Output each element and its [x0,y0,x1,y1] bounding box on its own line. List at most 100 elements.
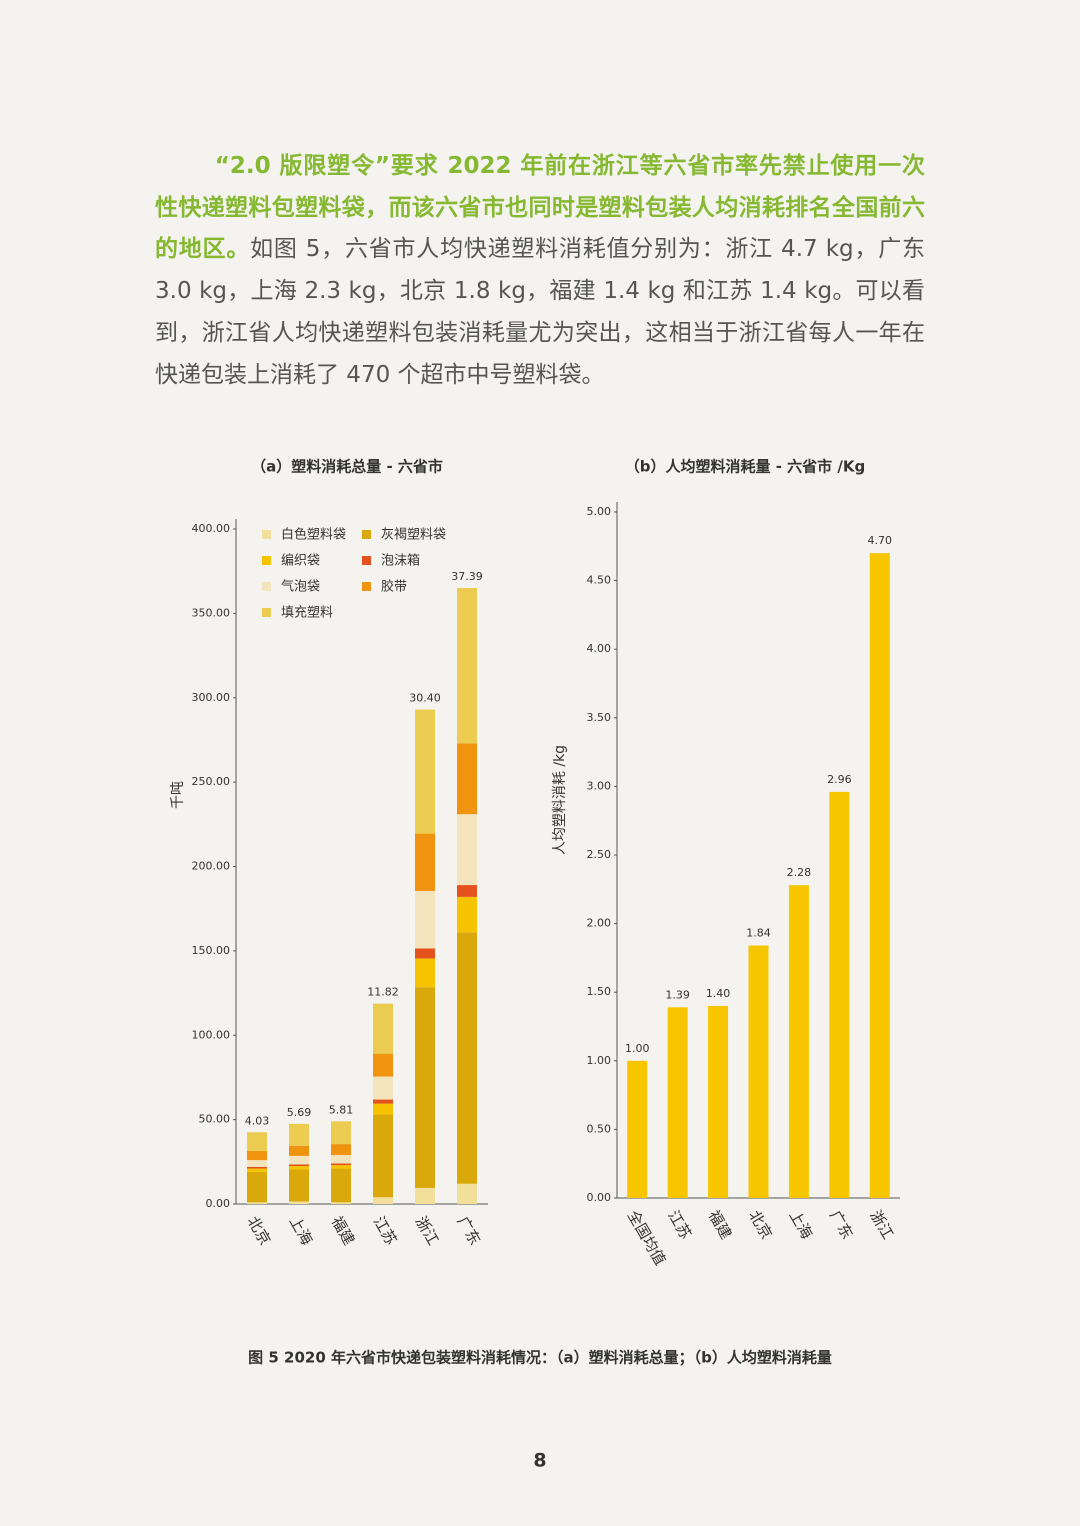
bar-segment [247,1150,267,1161]
bar-segment [457,814,477,886]
bar-segment [373,1053,393,1077]
legend-swatch [262,582,271,591]
value-label: 2.96 [827,773,852,786]
y-tick-label: 350.00 [192,606,231,619]
bar-segment [457,932,477,1184]
paragraph: “2.0 版限塑令”要求 2022 年前在浙江等六省市率先禁止使用一次性快递塑料… [155,146,925,396]
x-tick-label: 北京 [244,1213,275,1248]
y-tick-label: 3.00 [587,779,612,792]
body-text: 如图 5，六省市人均快递塑料消耗值分别为：浙江 4.7 kg，广东 3.0 kg… [155,236,925,388]
bar-segment [373,1076,393,1100]
x-tick-label: 广东 [826,1207,857,1242]
y-tick-label: 4.00 [587,642,612,655]
bar-segment [457,743,477,815]
y-tick-label: 2.00 [587,917,612,930]
bar [829,791,850,1198]
x-tick-label: 上海 [786,1207,817,1242]
bar-segment [457,885,477,897]
bar-segment [247,1166,267,1169]
bar [627,1060,648,1198]
y-tick-label: 0.00 [587,1191,612,1204]
value-label: 1.84 [746,927,771,940]
total-label: 37.39 [451,570,483,583]
x-tick-label: 北京 [745,1207,776,1242]
bar-segment [247,1160,267,1167]
bar-segment [247,1168,267,1172]
legend-swatch [262,530,271,539]
y-tick-label: 1.50 [587,985,612,998]
legend-swatch [262,608,271,617]
chart-title: （a）塑料消耗总量 - 六省市 [251,458,443,476]
legend-label: 泡沫箱 [381,553,420,569]
y-tick-label: 4.50 [587,574,612,587]
value-label: 1.40 [706,987,731,1000]
bar-segment [373,1003,393,1054]
bar-segment [289,1164,309,1167]
bar-segment [415,890,435,949]
bar [708,1005,729,1198]
chart-title: （b）人均塑料消耗量 - 六省市 /Kg [625,458,865,476]
bar [869,553,890,1198]
total-label: 5.81 [329,1103,354,1116]
highlight-text: “2.0 版限塑令”要求 2022 年前在浙江等六省市率先禁止使用一次性快递塑料… [155,153,925,263]
value-label: 1.00 [625,1042,650,1055]
legend-label: 胶带 [381,579,407,595]
bar-segment [457,1183,477,1204]
y-tick-label: 3.50 [587,711,612,724]
bar-segment [415,709,435,834]
value-label: 4.70 [868,534,893,547]
bar-segment [247,1132,267,1151]
y-tick-label: 200.00 [192,860,231,873]
bar-segment [331,1165,351,1169]
y-tick-label: 2.50 [587,848,612,861]
bar-segment [247,1202,267,1204]
y-axis-label: 人均塑料消耗 /kg [552,745,568,855]
bar-segment [415,833,435,891]
legend-swatch [362,556,371,565]
bar [748,945,769,1198]
bar-segment [331,1155,351,1164]
x-tick-label: 浙江 [866,1207,897,1242]
x-tick-label: 广东 [454,1213,485,1248]
bar-segment [331,1121,351,1145]
bar [667,1007,688,1198]
y-tick-label: 300.00 [192,691,231,704]
x-tick-label: 江苏 [370,1213,401,1248]
bar-segment [373,1099,393,1104]
y-tick-label: 50.00 [199,1113,231,1126]
bar-segment [373,1197,393,1204]
legend-label: 编织袋 [281,554,320,569]
value-label: 1.39 [665,988,690,1001]
y-tick-label: 0.00 [206,1197,231,1210]
bar-segment [289,1166,309,1170]
total-label: 11.82 [367,986,399,999]
bar-segment [415,948,435,959]
y-tick-label: 5.00 [587,505,612,518]
bar-segment [331,1168,351,1203]
x-tick-label: 江苏 [664,1207,695,1242]
y-tick-label: 250.00 [192,775,231,788]
value-label: 2.28 [787,866,812,879]
legend-label: 气泡袋 [281,579,320,595]
bar-segment [331,1163,351,1166]
bar-segment [247,1171,267,1203]
y-tick-label: 400.00 [192,522,231,535]
bar-segment [457,588,477,744]
y-tick-label: 100.00 [192,1028,231,1041]
bar-segment [415,987,435,1188]
bar-segment [373,1114,393,1198]
bar-segment [289,1123,309,1146]
bar-segment [331,1202,351,1204]
x-tick-label: 全国均值 [624,1207,670,1268]
legend-label: 灰褐塑料袋 [381,528,446,543]
bar-segment [289,1201,309,1204]
y-tick-label: 150.00 [192,944,231,957]
x-tick-label: 浙江 [412,1213,443,1248]
bar-segment [373,1103,393,1115]
x-tick-label: 福建 [705,1207,736,1242]
bar-segment [415,958,435,988]
legend-label: 填充塑料 [281,605,333,621]
legend-label: 白色塑料袋 [281,527,346,543]
bar-segment [415,1187,435,1204]
